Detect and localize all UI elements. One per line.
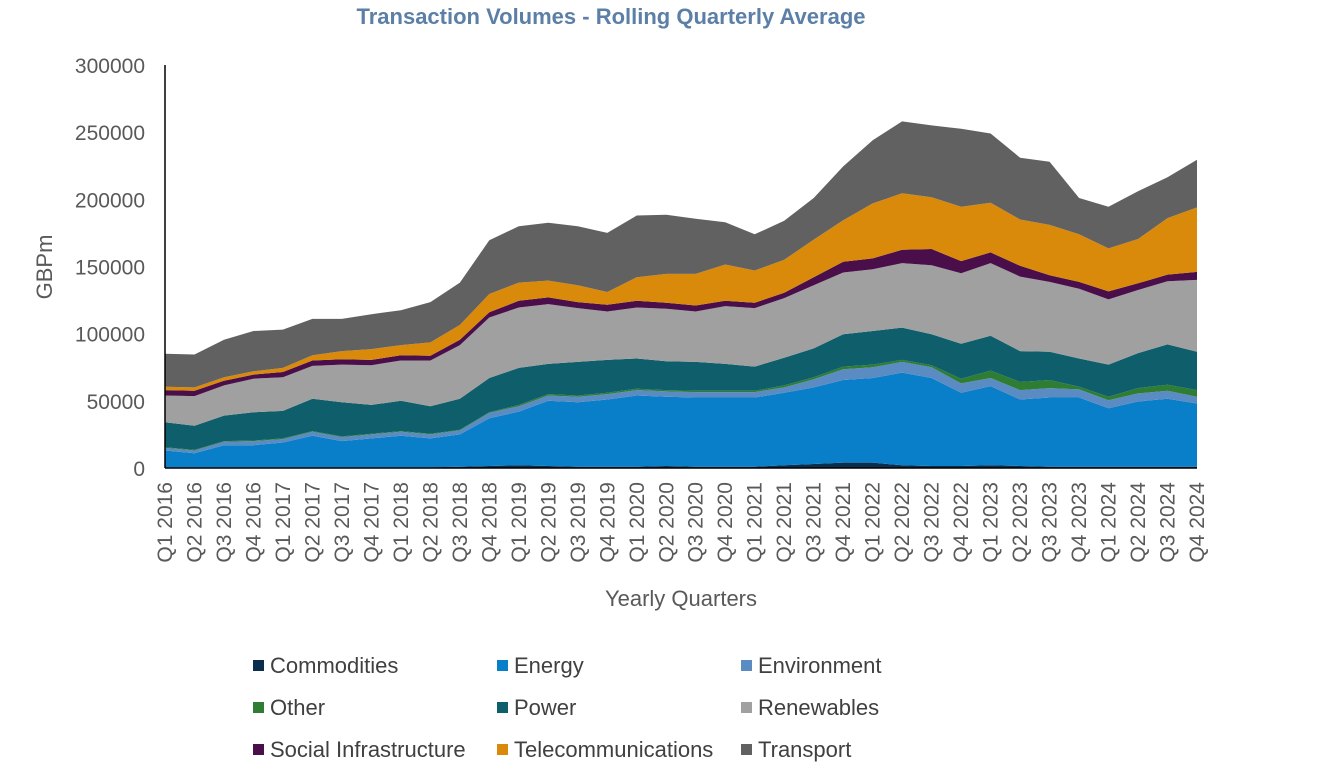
legend-label-environment: Environment [758,653,882,678]
x-tick-label: Q3 2016 [213,482,236,563]
x-tick-label: Q1 2016 [154,482,177,563]
x-tick-label: Q3 2023 [1039,482,1062,563]
legend-swatch-renewables [741,702,752,713]
area-transport [165,121,1197,388]
legend-label-telecommunications: Telecommunications [514,737,713,762]
legend-label-energy: Energy [514,653,584,678]
y-tick-label: 250000 [75,122,145,145]
legend-swatch-transport [741,744,752,755]
x-tick-label: Q3 2017 [331,482,354,563]
x-tick-label: Q2 2018 [419,482,442,563]
legend: Commodities Energy Environment Other Power Re… [253,653,882,762]
x-axis-label: Yearly Quarters [605,586,757,611]
x-tick-label: Q3 2021 [803,482,826,563]
chart-title: Transaction Volumes - Rolling Quarterly … [357,4,866,29]
y-tick-label: 50000 [87,391,145,414]
x-tick-label: Q1 2020 [626,482,649,563]
legend-swatch-other [253,702,264,713]
area-layers [165,121,1197,468]
area-commodities [165,462,1197,468]
x-tick-label: Q2 2023 [1009,482,1032,563]
x-tick-label: Q3 2020 [685,482,708,563]
legend-label-renewables: Renewables [758,695,879,720]
x-tick-label: Q1 2019 [508,482,531,563]
x-tick-label: Q3 2024 [1157,482,1180,563]
x-axis: Q1 2016 Q2 2016 Q3 2016 Q4 2016 Q1 2017 Q2 20… [154,467,1209,563]
x-tick-label: Q4 2024 [1186,482,1209,563]
y-tick-label: 100000 [75,324,145,347]
x-tick-label: Q2 2022 [891,482,914,563]
x-tick-label: Q2 2019 [537,482,560,563]
x-tick-label: Q4 2023 [1068,482,1091,563]
x-tick-label: Q4 2019 [596,482,619,563]
area-telecommunications [165,193,1197,391]
area-energy [165,372,1197,468]
y-tick-label: 150000 [75,257,145,280]
y-axis: 0 50000 100000 150000 200000 250000 300000 [75,55,166,481]
legend-label-other: Other [270,695,325,720]
area-social-infrastructure [165,249,1197,397]
legend-swatch-social-infrastructure [253,744,264,755]
x-tick-label: Q3 2019 [567,482,590,563]
legend-label-social-infrastructure: Social Infrastructure [270,737,466,762]
y-tick-label: 200000 [75,189,145,212]
x-tick-label: Q1 2022 [862,482,885,563]
y-axis-label: GBPm [32,235,57,300]
legend-swatch-environment [741,660,752,671]
x-tick-label: Q1 2024 [1098,482,1121,563]
x-tick-label: Q4 2016 [243,482,266,563]
area-power [165,327,1197,450]
legend-swatch-telecommunications [497,744,508,755]
x-tick-label: Q2 2021 [773,482,796,563]
x-tick-label: Q4 2021 [832,482,855,563]
x-tick-label: Q4 2018 [478,482,501,563]
x-tick-label: Q1 2023 [980,482,1003,563]
area-renewables [165,263,1197,426]
y-tick-label: 300000 [75,55,145,78]
legend-label-commodities: Commodities [270,653,398,678]
legend-swatch-commodities [253,660,264,671]
x-tick-label: Q4 2020 [714,482,737,563]
legend-swatch-energy [497,660,508,671]
legend-label-power: Power [514,695,576,720]
x-tick-label: Q2 2016 [184,482,207,563]
x-tick-label: Q3 2018 [449,482,472,563]
x-tick-label: Q4 2022 [950,482,973,563]
x-tick-label: Q2 2024 [1127,482,1150,563]
y-tick-label: 0 [133,458,145,481]
x-tick-label: Q2 2020 [655,482,678,563]
x-tick-label: Q4 2017 [360,482,383,563]
x-tick-label: Q1 2021 [744,482,767,563]
x-tick-label: Q1 2018 [390,482,413,563]
x-tick-label: Q1 2017 [272,482,295,563]
x-tick-label: Q2 2017 [301,482,324,563]
x-tick-label: Q3 2022 [921,482,944,563]
legend-swatch-power [497,702,508,713]
legend-label-transport: Transport [758,737,851,762]
